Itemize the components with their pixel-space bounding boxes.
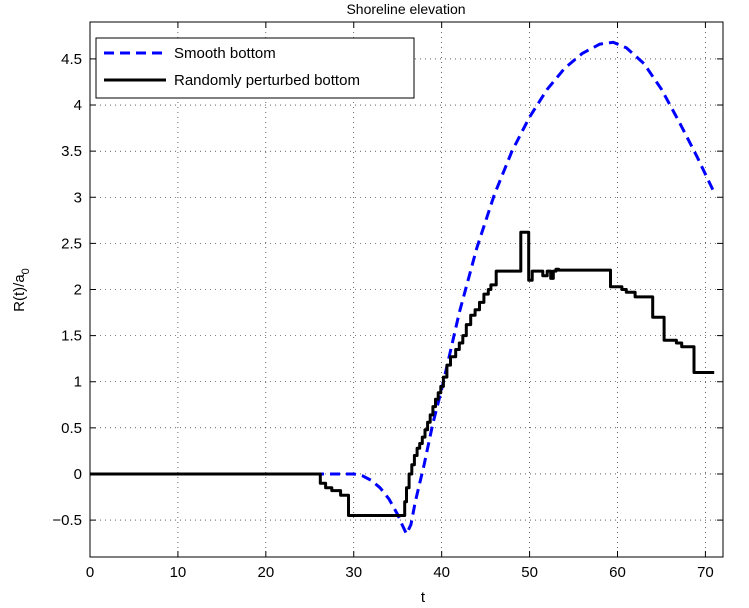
x-tick-label: 40 bbox=[433, 564, 450, 581]
y-tick-label: 2 bbox=[74, 282, 82, 299]
x-tick-label: 0 bbox=[86, 564, 94, 581]
series-line-smooth-bottom bbox=[90, 40, 716, 536]
x-axis-label: t bbox=[421, 589, 426, 606]
y-tick-label: 3 bbox=[74, 189, 82, 206]
legend: Smooth bottom Randomly perturbed bottom bbox=[95, 37, 415, 99]
series-line-randomly-perturbed-bottom bbox=[90, 230, 715, 517]
axis-ticks bbox=[89, 22, 723, 557]
x-tick-label: 60 bbox=[609, 564, 626, 581]
y-axis-label: R(t)/a0 bbox=[11, 268, 32, 312]
y-tick-label: 1 bbox=[74, 374, 82, 391]
y-tick-label: 0 bbox=[74, 466, 82, 483]
legend-label-smooth: Smooth bottom bbox=[174, 45, 276, 62]
x-tick-label: 70 bbox=[697, 564, 714, 581]
svg-text:R(t)/a0: R(t)/a0 bbox=[11, 268, 32, 312]
x-tick-label: 50 bbox=[521, 564, 538, 581]
y-tick-label: 3.5 bbox=[61, 143, 82, 160]
y-tick-label: 2.5 bbox=[61, 235, 82, 252]
axis-tick-labels: 0 10 20 30 40 50 60 70 −0.5 0 0.5 1 1.5 2 2.5 3 3.5 4 4.5 bbox=[52, 51, 713, 581]
y-axis-label-subscript: 0 bbox=[20, 268, 32, 274]
data-series bbox=[90, 40, 716, 536]
legend-label-perturbed: Randomly perturbed bottom bbox=[174, 72, 360, 89]
x-tick-label: 10 bbox=[170, 564, 187, 581]
y-tick-label: −0.5 bbox=[52, 512, 82, 529]
y-tick-label: 4.5 bbox=[61, 51, 82, 68]
y-tick-label: 1.5 bbox=[61, 328, 82, 345]
x-tick-label: 20 bbox=[257, 564, 274, 581]
chart-title: Shoreline elevation bbox=[346, 1, 465, 17]
y-tick-label: 0.5 bbox=[61, 420, 82, 437]
x-tick-label: 30 bbox=[345, 564, 362, 581]
y-tick-label: 4 bbox=[74, 97, 82, 114]
y-axis-label-main: R(t)/a bbox=[11, 274, 28, 312]
legend-box bbox=[95, 37, 415, 99]
